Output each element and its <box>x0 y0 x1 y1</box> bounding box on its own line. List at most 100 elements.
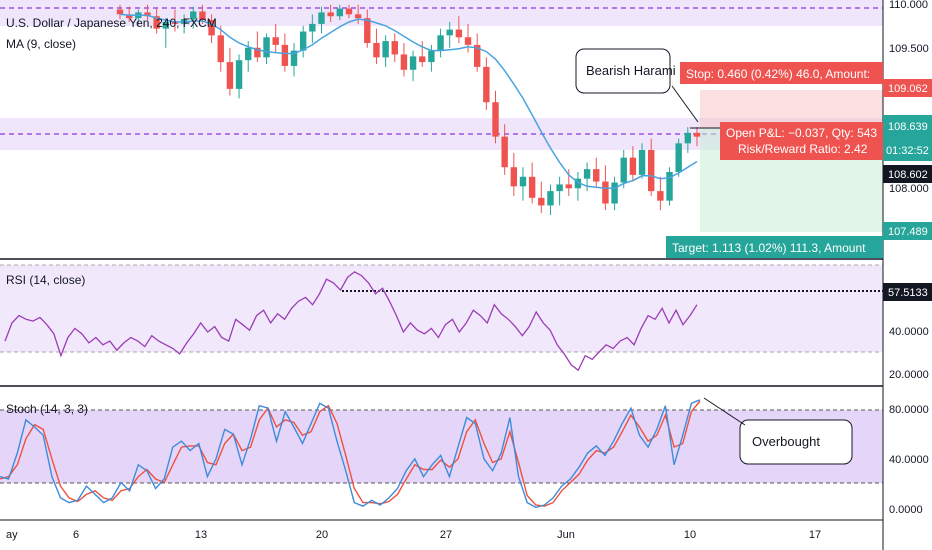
candle-body <box>235 60 243 89</box>
ma-line <box>119 13 698 189</box>
candle-body <box>327 12 334 17</box>
price-axis[interactable]: 110.000 109.500 109.062 108.639 01:32:52… <box>882 0 932 550</box>
time-tick-label: 17 <box>809 529 821 541</box>
time-tick-label: 6 <box>73 529 79 541</box>
entry-price-tag <box>883 165 932 183</box>
candle-body <box>144 12 151 17</box>
candle-body <box>657 191 664 201</box>
candle-body <box>510 167 518 187</box>
last-price-text: 108.639 <box>888 121 928 133</box>
candle-body <box>153 16 160 29</box>
candle-body <box>400 54 408 70</box>
stoch-tick-0: 0.0000 <box>889 504 923 516</box>
price-tick-110: 110.000 <box>889 0 928 11</box>
stop-label: Stop: 0.460 (0.42%) 46.0, Amount: <box>686 67 870 81</box>
stop-price-tag <box>883 79 932 97</box>
overbought-text: Overbought <box>752 434 820 449</box>
rsi-line <box>4 271 698 372</box>
candle-body <box>208 20 215 36</box>
candle-body <box>364 18 371 43</box>
candle-body <box>611 182 618 204</box>
pnl-label-box[interactable] <box>720 122 883 160</box>
stop-zone[interactable] <box>700 90 883 128</box>
candle-body <box>574 178 582 189</box>
candle-body <box>501 136 508 168</box>
chart-title: U.S. Dollar / Japanese Yen, 240, FXCM <box>6 16 217 30</box>
harami-callout[interactable]: Bearish Harami <box>575 48 699 123</box>
candle-body <box>538 197 545 206</box>
stoch-d-line <box>0 400 701 507</box>
candle-body <box>373 43 380 58</box>
candle-body <box>125 14 133 19</box>
candle-body <box>272 37 279 45</box>
candle-body <box>583 169 591 179</box>
candle-body <box>217 35 224 63</box>
stoch-pane[interactable] <box>0 388 883 518</box>
pnl-label: Open P&L: −0.037, Qty: 543 <box>726 126 877 140</box>
rsi-pane[interactable] <box>0 261 883 383</box>
target-label-box[interactable] <box>666 236 883 258</box>
candle-body <box>190 11 197 20</box>
stoch-tick-40: 40.0000 <box>889 454 929 466</box>
candle-body <box>199 11 206 21</box>
candles-group <box>116 4 701 215</box>
harami-text: Bearish Harami <box>586 63 676 78</box>
candle-body <box>437 35 444 51</box>
stoch-k-line <box>0 399 701 509</box>
overbought-box <box>739 419 853 465</box>
candle-body <box>684 132 692 144</box>
rsi-band <box>0 265 883 352</box>
candle-body <box>620 157 627 183</box>
time-tick-label: 20 <box>316 529 328 541</box>
stop-label-box[interactable] <box>680 62 883 84</box>
candle-body <box>345 8 353 15</box>
stoch-tick-80: 80.0000 <box>889 404 929 416</box>
candle-body <box>547 191 554 206</box>
candle-body <box>455 29 463 38</box>
candle-body <box>428 50 435 63</box>
candle-body <box>519 176 527 187</box>
candle-body <box>254 47 261 58</box>
time-tick-label: 27 <box>440 529 452 541</box>
candle-body <box>391 41 398 55</box>
target-label: Target: 1.113 (1.02%) 111.3, Amount <box>672 241 866 255</box>
target-price-tag-text: 107.489 <box>888 226 928 238</box>
candle-body <box>648 150 655 192</box>
candle-body <box>409 56 417 70</box>
candle-body <box>446 29 453 36</box>
ma-legend: MA (9, close) <box>6 37 76 51</box>
entry-price-tag-text: 108.602 <box>888 169 928 181</box>
candle-body <box>675 143 682 172</box>
candle-body <box>281 44 289 66</box>
candle-body <box>245 47 252 61</box>
stop-price-tag-text: 109.062 <box>888 83 928 95</box>
overbought-pointer <box>703 397 746 426</box>
candle-body <box>528 176 536 198</box>
rsi-value-tag-text: 57.5133 <box>888 287 928 299</box>
candle-body <box>354 14 362 19</box>
candle-body <box>492 102 499 137</box>
stoch-legend: Stoch (14, 3, 3) <box>6 402 88 416</box>
overbought-callout[interactable]: Overbought <box>703 397 853 465</box>
time-tick-label: 10 <box>684 529 696 541</box>
candle-body <box>336 8 344 17</box>
price-tick-108: 108.000 <box>889 183 929 195</box>
candle-body <box>602 181 609 204</box>
time-tick-label: ay <box>6 529 18 541</box>
candle-body <box>464 37 472 45</box>
time-axis[interactable]: ay 6 13 20 27 Jun 10 17 <box>6 529 821 541</box>
candle-body <box>556 184 563 192</box>
time-tick-label: 13 <box>195 529 207 541</box>
candle-body <box>419 56 426 63</box>
candle-body <box>565 184 572 189</box>
rsi-legend: RSI (14, close) <box>6 273 85 287</box>
candle-body <box>162 21 169 29</box>
harami-box <box>575 48 671 94</box>
rr-label: Risk/Reward Ratio: 2.42 <box>738 142 868 156</box>
candle-body <box>638 150 646 175</box>
candle-body <box>382 41 389 58</box>
price-tick-109-5: 109.500 <box>889 43 929 55</box>
rsi-value-tag <box>883 283 932 301</box>
time-tick-label: Jun <box>557 529 575 541</box>
